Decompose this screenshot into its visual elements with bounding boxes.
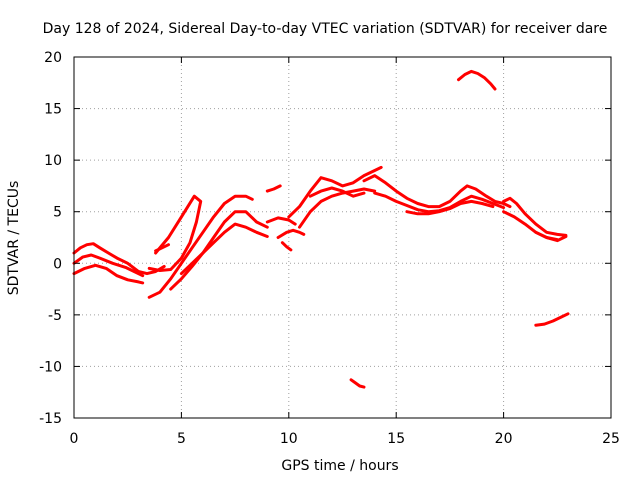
y-tick-labels: -15 -10 -5 0 5 10 15 20	[39, 50, 62, 427]
y-tick-label: 20	[44, 50, 62, 66]
data-trace-trace-10	[276, 228, 306, 239]
y-axis-label: SDTVAR / TECUs	[6, 181, 22, 296]
y-tick-label: 0	[53, 256, 62, 272]
data-trace-trace-2	[72, 253, 145, 278]
x-tick-label: 15	[387, 431, 405, 447]
x-tick-label: 0	[70, 431, 79, 447]
data-trace-trace-23	[534, 312, 570, 327]
chart-title: Day 128 of 2024, Sidereal Day-to-day VTE…	[43, 21, 608, 37]
gridlines	[74, 57, 611, 418]
plot-frame	[73, 56, 612, 419]
data-trace-trace-9	[265, 216, 297, 226]
y-tick-label: -10	[39, 359, 62, 375]
y-tick-label: -15	[39, 411, 62, 427]
x-tick-label: 25	[602, 431, 620, 447]
data-trace-trace-13	[298, 187, 377, 229]
x-tick-label: 5	[177, 431, 186, 447]
y-tick-label: -5	[48, 308, 62, 324]
data-trace-trace-12	[287, 165, 383, 219]
data-trace-trace-1	[72, 242, 166, 276]
data-trace-trace-11	[280, 241, 293, 252]
data-trace-trace-5	[147, 194, 203, 272]
data-trace-trace-15	[265, 184, 282, 193]
x-axis-label: GPS time / hours	[281, 458, 398, 474]
data-trace-trace-4	[147, 194, 254, 299]
data-trace-trace-7	[179, 222, 269, 276]
data-trace-trace-6	[169, 210, 269, 291]
data-trace-trace-3	[72, 263, 145, 285]
data-trace-trace-24	[349, 378, 366, 389]
data-trace-trace-8	[154, 243, 170, 253]
data-trace-trace-20	[502, 210, 559, 242]
data-trace-trace-14	[308, 186, 366, 198]
data-trace-trace-19	[502, 196, 568, 237]
data-trace-trace-16	[362, 174, 512, 209]
data-trace-trace-21	[534, 230, 568, 243]
x-tick-label: 10	[280, 431, 298, 447]
axis-ticks	[73, 56, 612, 419]
y-tick-label: 10	[44, 153, 62, 169]
x-tick-label: 20	[495, 431, 513, 447]
x-tick-labels: 0 5 10 15 20 25	[70, 431, 620, 447]
data-traces	[72, 69, 570, 389]
y-tick-label: 5	[53, 205, 62, 221]
data-trace-trace-22	[457, 69, 497, 91]
data-trace-trace-18	[405, 199, 495, 216]
y-tick-label: 15	[44, 102, 62, 118]
